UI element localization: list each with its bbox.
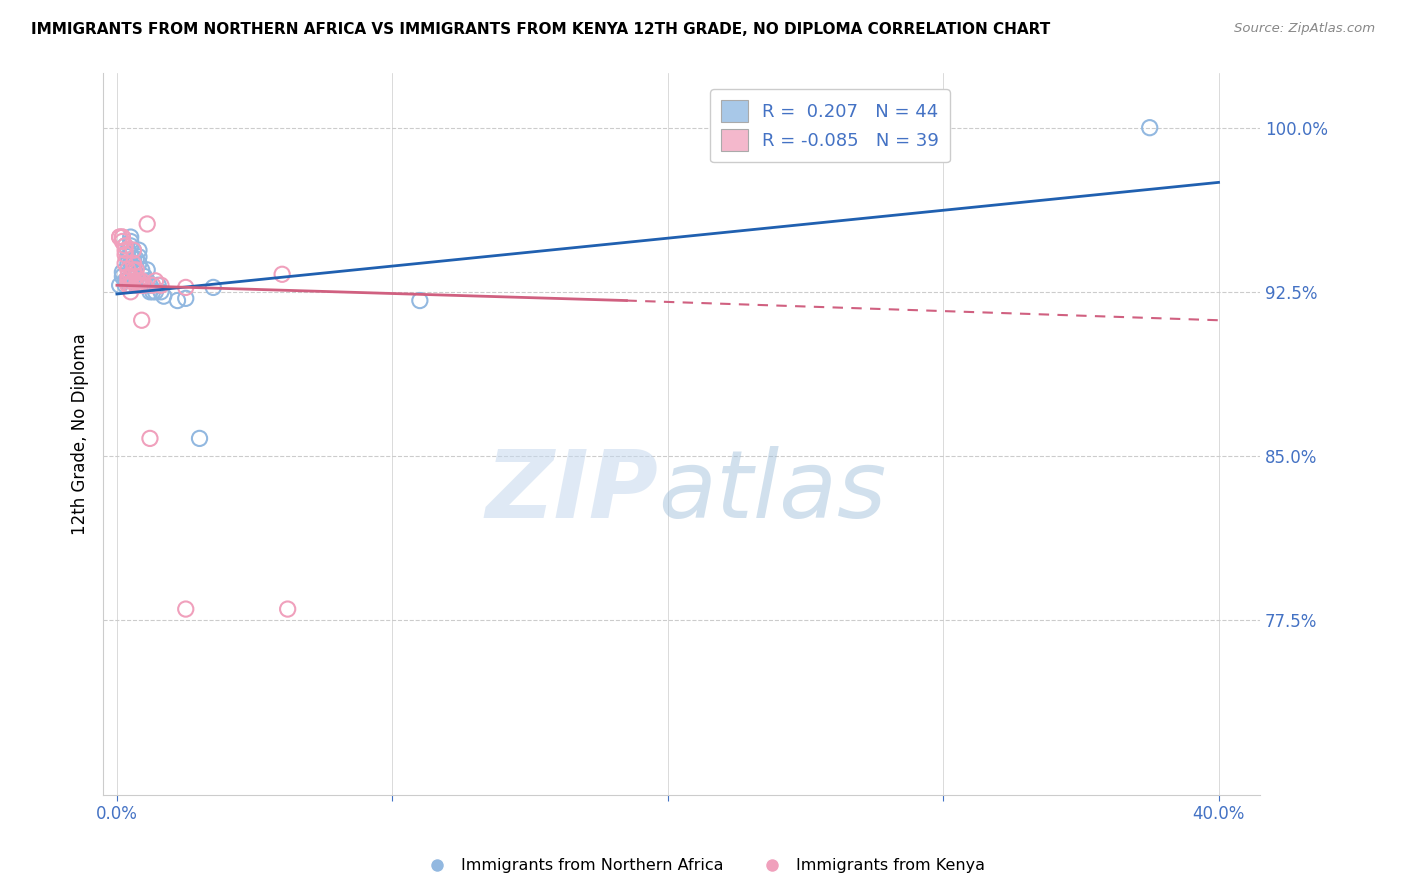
Point xyxy=(174,291,197,305)
Point xyxy=(134,269,156,284)
Point xyxy=(120,278,142,293)
Point xyxy=(120,239,142,253)
Point xyxy=(114,247,136,261)
Point xyxy=(117,278,139,293)
Point xyxy=(139,278,162,293)
Point xyxy=(125,260,148,275)
Point xyxy=(174,602,197,616)
Point xyxy=(125,269,148,284)
Point xyxy=(122,263,145,277)
Point xyxy=(134,278,156,293)
Point xyxy=(149,285,172,299)
Point xyxy=(117,269,139,284)
Point xyxy=(139,285,162,299)
Point xyxy=(149,278,172,293)
Point xyxy=(122,256,145,270)
Point xyxy=(117,250,139,264)
Point xyxy=(114,239,136,253)
Point xyxy=(114,239,136,253)
Point xyxy=(125,252,148,266)
Point xyxy=(120,256,142,270)
Point xyxy=(111,230,134,244)
Text: IMMIGRANTS FROM NORTHERN AFRICA VS IMMIGRANTS FROM KENYA 12TH GRADE, NO DIPLOMA : IMMIGRANTS FROM NORTHERN AFRICA VS IMMIG… xyxy=(31,22,1050,37)
Point xyxy=(134,278,156,293)
Point xyxy=(277,602,299,616)
Text: Source: ZipAtlas.com: Source: ZipAtlas.com xyxy=(1234,22,1375,36)
Point xyxy=(131,278,153,293)
Point xyxy=(122,244,145,258)
Point xyxy=(148,278,170,293)
Point xyxy=(131,278,153,293)
Point xyxy=(128,274,150,288)
Point xyxy=(152,289,174,303)
Point xyxy=(128,244,150,258)
Point xyxy=(120,235,142,249)
Point xyxy=(122,252,145,266)
Point xyxy=(111,269,134,284)
Point xyxy=(122,274,145,288)
Point xyxy=(120,247,142,261)
Point xyxy=(114,244,136,258)
Point xyxy=(136,274,159,288)
Point xyxy=(409,293,432,308)
Point xyxy=(122,244,145,258)
Point xyxy=(122,260,145,275)
Legend: R =  0.207   N = 44, R = -0.085   N = 39: R = 0.207 N = 44, R = -0.085 N = 39 xyxy=(710,89,950,162)
Point xyxy=(114,278,136,293)
Point xyxy=(128,250,150,264)
Point xyxy=(125,263,148,277)
Point xyxy=(117,256,139,270)
Point xyxy=(136,217,159,231)
Point xyxy=(145,274,167,288)
Text: ZIP: ZIP xyxy=(485,446,658,538)
Point xyxy=(128,256,150,270)
Point xyxy=(117,263,139,277)
Point xyxy=(125,278,148,293)
Point xyxy=(108,230,131,244)
Point xyxy=(142,278,165,293)
Point xyxy=(1139,120,1161,135)
Point xyxy=(131,274,153,288)
Point xyxy=(117,244,139,258)
Point xyxy=(174,280,197,294)
Point xyxy=(108,278,131,293)
Y-axis label: 12th Grade, No Diploma: 12th Grade, No Diploma xyxy=(72,333,89,535)
Point xyxy=(145,285,167,299)
Point xyxy=(128,278,150,293)
Point xyxy=(120,285,142,299)
Point xyxy=(114,274,136,288)
Point xyxy=(166,293,188,308)
Point xyxy=(117,274,139,288)
Point xyxy=(271,267,294,281)
Point xyxy=(125,269,148,284)
Point xyxy=(114,256,136,270)
Point xyxy=(202,280,225,294)
Point xyxy=(131,263,153,277)
Point xyxy=(120,269,142,284)
Point xyxy=(111,265,134,279)
Text: atlas: atlas xyxy=(658,446,887,537)
Point xyxy=(131,274,153,288)
Point xyxy=(139,431,162,445)
Point xyxy=(120,230,142,244)
Point xyxy=(188,431,211,445)
Point xyxy=(142,285,165,299)
Point xyxy=(111,235,134,249)
Point xyxy=(136,263,159,277)
Legend: Immigrants from Northern Africa, Immigrants from Kenya: Immigrants from Northern Africa, Immigra… xyxy=(415,852,991,880)
Point xyxy=(131,313,153,327)
Point xyxy=(111,230,134,244)
Point xyxy=(122,269,145,284)
Point xyxy=(108,230,131,244)
